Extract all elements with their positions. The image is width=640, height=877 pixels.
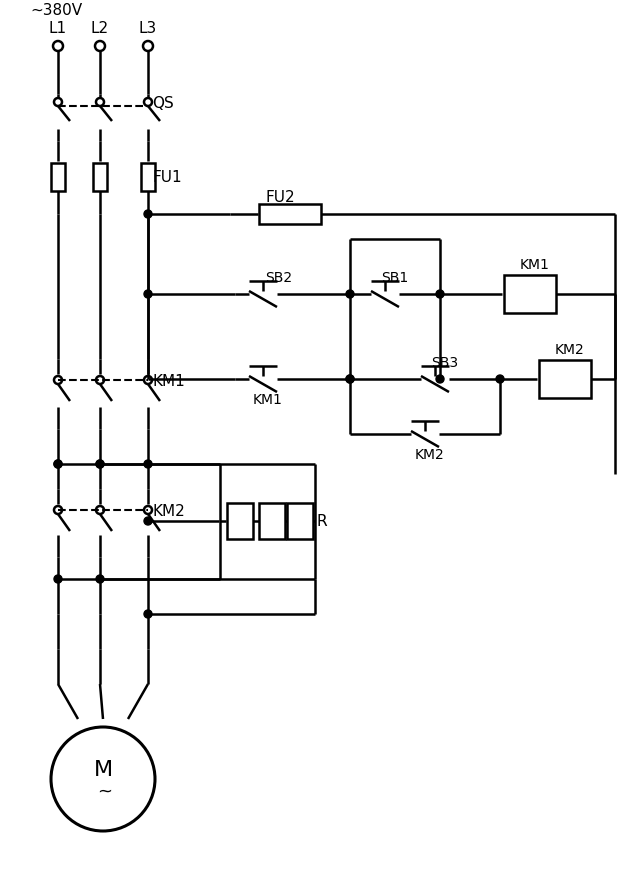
Circle shape	[144, 517, 152, 525]
Text: FU2: FU2	[265, 190, 295, 205]
Circle shape	[144, 210, 152, 218]
Text: KM2: KM2	[152, 503, 185, 518]
Bar	[141, 164, 155, 192]
Text: SB1: SB1	[381, 271, 408, 285]
Text: KM1: KM1	[253, 393, 283, 407]
Circle shape	[496, 375, 504, 383]
Bar	[259, 204, 321, 225]
Circle shape	[96, 460, 104, 468]
Text: SB2: SB2	[265, 271, 292, 285]
Text: L2: L2	[91, 20, 109, 35]
Text: L1: L1	[49, 20, 67, 35]
Text: KM2: KM2	[555, 343, 585, 357]
Text: QS: QS	[152, 96, 173, 111]
Bar	[259, 503, 285, 539]
Text: KM2: KM2	[415, 447, 445, 461]
Circle shape	[54, 460, 62, 468]
Text: SB3: SB3	[431, 355, 458, 369]
Circle shape	[54, 460, 62, 468]
Bar	[504, 275, 556, 314]
Circle shape	[436, 290, 444, 299]
Circle shape	[144, 290, 152, 299]
Bar	[227, 503, 253, 539]
Text: KM1: KM1	[520, 258, 550, 272]
Text: M: M	[93, 759, 113, 779]
Bar	[539, 360, 591, 398]
Text: R: R	[316, 514, 326, 529]
Circle shape	[96, 460, 104, 468]
Circle shape	[96, 575, 104, 583]
Circle shape	[346, 375, 354, 383]
Bar	[287, 503, 313, 539]
Text: FU1: FU1	[152, 170, 182, 185]
Circle shape	[54, 575, 62, 583]
Text: ~: ~	[97, 782, 113, 800]
Circle shape	[144, 460, 152, 468]
Bar	[51, 164, 65, 192]
Circle shape	[144, 610, 152, 618]
Text: KM1: KM1	[152, 373, 185, 388]
Text: L3: L3	[139, 20, 157, 35]
Circle shape	[346, 290, 354, 299]
Circle shape	[346, 375, 354, 383]
Bar	[93, 164, 107, 192]
Circle shape	[436, 375, 444, 383]
Text: ~380V: ~380V	[30, 3, 82, 18]
